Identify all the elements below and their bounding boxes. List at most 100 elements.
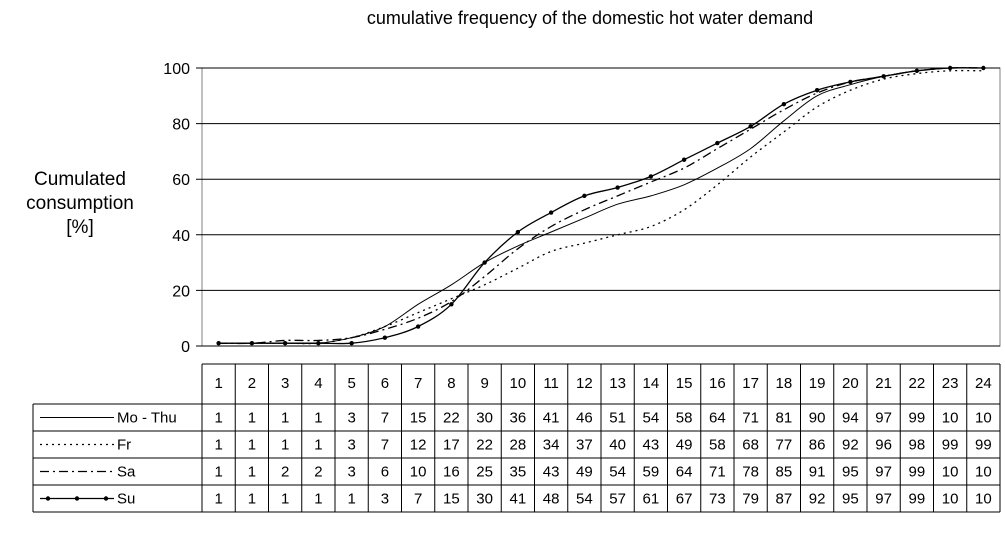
- x-tick-label: 18: [776, 375, 793, 392]
- x-tick-label: 15: [676, 375, 693, 392]
- y-tick-label: 40: [172, 228, 190, 245]
- y-tick-label: 0: [181, 339, 190, 356]
- table-cell-value: 15: [443, 491, 460, 508]
- table-cell-value: 22: [443, 410, 460, 427]
- table-cell-value: 1: [248, 437, 256, 454]
- table-cell-value: 34: [543, 437, 560, 454]
- legend-label: Su: [117, 491, 135, 508]
- table-cell-value: 6: [381, 464, 389, 481]
- table-cell-value: 17: [443, 437, 460, 454]
- x-tick-label: 20: [842, 375, 859, 392]
- table-cell-value: 54: [643, 410, 660, 427]
- y-tick-label: 100: [163, 61, 190, 78]
- legend-marker: [45, 496, 51, 501]
- y-tick-labels: 0 20 40 60 80 100: [163, 61, 190, 356]
- x-tick-label: 23: [942, 375, 959, 392]
- table-cell-value: 25: [476, 464, 493, 481]
- x-tick-label: 24: [975, 375, 992, 392]
- x-tick-label: 6: [381, 375, 389, 392]
- x-tick-label: 10: [510, 375, 527, 392]
- data-point-su: [415, 324, 421, 329]
- table-cell-value: 1: [248, 410, 256, 427]
- table-cell-value: 2: [314, 464, 322, 481]
- table-cell-value: 1: [214, 437, 222, 454]
- table-cell-value: 97: [875, 464, 892, 481]
- table-cell-value: 54: [576, 491, 593, 508]
- x-tick-label: 22: [909, 375, 926, 392]
- chart-title: cumulative frequency of the domestic hot…: [366, 8, 814, 28]
- table-cell-value: 58: [709, 437, 726, 454]
- data-point-su: [482, 260, 487, 265]
- series-line-mo-thu: [218, 67, 984, 345]
- x-tick-label: 16: [709, 375, 726, 392]
- table-cell-value: 1: [281, 437, 289, 454]
- table-cell-value: 97: [875, 410, 892, 427]
- table-cell-value: 95: [842, 464, 859, 481]
- legend-marker: [103, 496, 109, 501]
- x-tick-label: 17: [742, 375, 759, 392]
- data-point-su: [615, 185, 620, 190]
- x-tick-label: 7: [414, 375, 422, 392]
- x-tick-label: 13: [609, 375, 626, 392]
- table-cell-value: 64: [709, 410, 726, 427]
- table-cell-value: 99: [909, 464, 926, 481]
- table-cell-value: 1: [248, 491, 256, 508]
- table-cell-value: 41: [510, 491, 527, 508]
- table-cell-value: 98: [909, 437, 926, 454]
- y-tick-label: 20: [172, 283, 190, 300]
- x-tick-label: 11: [543, 375, 559, 392]
- table-cell-value: 92: [842, 437, 859, 454]
- table-cell-value: 10: [975, 464, 992, 481]
- table-cell-value: 46: [576, 410, 593, 427]
- data-point-su: [216, 341, 221, 346]
- plot-area-border: [201, 67, 1001, 347]
- table-cell-value: 1: [347, 491, 355, 508]
- y-axis-label: Cumulated consumption [%]: [0, 168, 160, 240]
- table-cell-value: 43: [543, 464, 560, 481]
- x-tick-label: 21: [875, 375, 892, 392]
- table-cell-value: 3: [347, 464, 355, 481]
- table-cell-value: 90: [809, 410, 826, 427]
- data-point-su: [781, 101, 787, 107]
- table-cell-value: 16: [443, 464, 460, 481]
- data-point-su: [282, 341, 288, 346]
- data-point-su: [681, 157, 687, 162]
- table-cell-value: 3: [347, 437, 355, 454]
- x-tick-label: 14: [643, 375, 660, 392]
- legend-label: Mo - Thu: [117, 410, 177, 427]
- table-cell-value: 30: [476, 491, 493, 508]
- data-point-su: [715, 140, 720, 146]
- series-line-fr: [218, 69, 984, 345]
- table-cell-value: 77: [776, 437, 793, 454]
- table-cell-value: 37: [576, 437, 593, 454]
- table-cell-value: 2: [281, 464, 289, 481]
- table-cell-value: 1: [314, 491, 322, 508]
- table-cell-value: 12: [410, 437, 427, 454]
- table-cell-value: 40: [609, 437, 626, 454]
- table-cell-value: 10: [942, 464, 959, 481]
- data-point-su: [349, 341, 354, 346]
- x-tick-label: 8: [447, 375, 455, 392]
- x-tick-label: 5: [347, 375, 355, 392]
- table-cell-value: 3: [381, 491, 389, 508]
- data-point-su: [881, 74, 886, 79]
- table-cell-value: 7: [381, 410, 389, 427]
- table-cell-value: 10: [975, 491, 992, 508]
- table-cell-value: 61: [643, 491, 660, 508]
- table-cell-value: 99: [942, 437, 959, 454]
- table-cell-value: 10: [942, 410, 959, 427]
- table-cell-value: 48: [543, 491, 560, 508]
- data-point-su: [947, 65, 953, 71]
- table-cell-value: 7: [381, 437, 389, 454]
- table-cell-value: 67: [676, 491, 693, 508]
- y-tick-label: 80: [172, 117, 190, 134]
- x-tick-label: 19: [809, 375, 826, 392]
- data-point-su: [515, 229, 521, 235]
- table-cell-value: 1: [281, 410, 289, 427]
- series-lines: [216, 65, 986, 346]
- series-line-su: [218, 67, 984, 345]
- table-cell-value: 30: [476, 410, 493, 427]
- table-cell-value: 3: [347, 410, 355, 427]
- x-tick-label: 2: [248, 375, 256, 392]
- table-cell-value: 41: [543, 410, 560, 427]
